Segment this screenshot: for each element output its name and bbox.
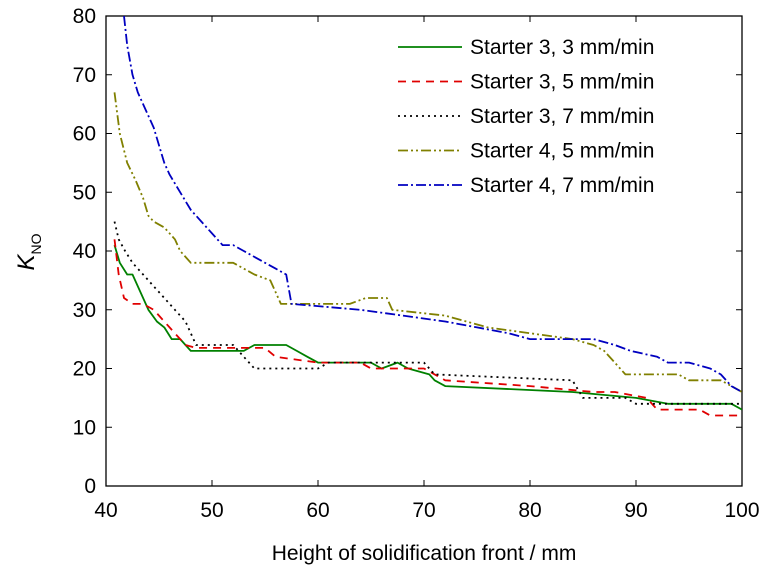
legend-label-1: Starter 3, 3 mm/min [470, 36, 654, 59]
x-tick-labels: 40 50 60 70 80 90 100 [94, 499, 759, 522]
x-tick-label: 100 [724, 499, 759, 522]
x-tick-label: 70 [412, 499, 435, 522]
y-tick-label: 0 [84, 475, 96, 498]
legend-label-3: Starter 3, 7 mm/min [470, 105, 654, 128]
legend-label-2: Starter 3, 5 mm/min [470, 71, 654, 94]
y-tick-label: 70 [73, 64, 96, 87]
x-tick-label: 80 [518, 499, 541, 522]
y-axis-label-sub: NO [28, 233, 44, 254]
legend-label-4: Starter 4, 5 mm/min [470, 140, 654, 163]
series-lines [113, 16, 742, 417]
series-line-2 [113, 239, 742, 417]
y-tick-label: 60 [73, 123, 96, 146]
y-tick-label: 50 [73, 181, 96, 204]
x-tick-label: 40 [94, 499, 117, 522]
y-tick-label: 40 [73, 240, 96, 263]
series-line-5 [123, 16, 742, 393]
y-axis-label-main: K [13, 254, 40, 271]
legend-label-5: Starter 4, 7 mm/min [470, 174, 654, 197]
y-tick-label: 10 [73, 416, 96, 439]
series-line-3 [113, 221, 742, 405]
x-axis-label: Height of solidification front / mm [272, 542, 577, 565]
legend: Starter 3, 3 mm/min Starter 3, 5 mm/min St… [398, 36, 654, 197]
y-tick-label: 20 [73, 358, 96, 381]
y-tick-label: 80 [73, 5, 96, 28]
x-tick-label: 60 [306, 499, 329, 522]
x-tick-label: 50 [200, 499, 223, 522]
y-axis-label: KNO [13, 233, 44, 270]
y-tick-label: 30 [73, 299, 96, 322]
axis-ticks [105, 15, 743, 487]
y-tick-labels: 0 10 20 30 40 50 60 70 80 [73, 5, 96, 498]
x-tick-label: 90 [624, 499, 647, 522]
series-line-1 [113, 244, 742, 411]
series-line-4 [113, 92, 742, 393]
